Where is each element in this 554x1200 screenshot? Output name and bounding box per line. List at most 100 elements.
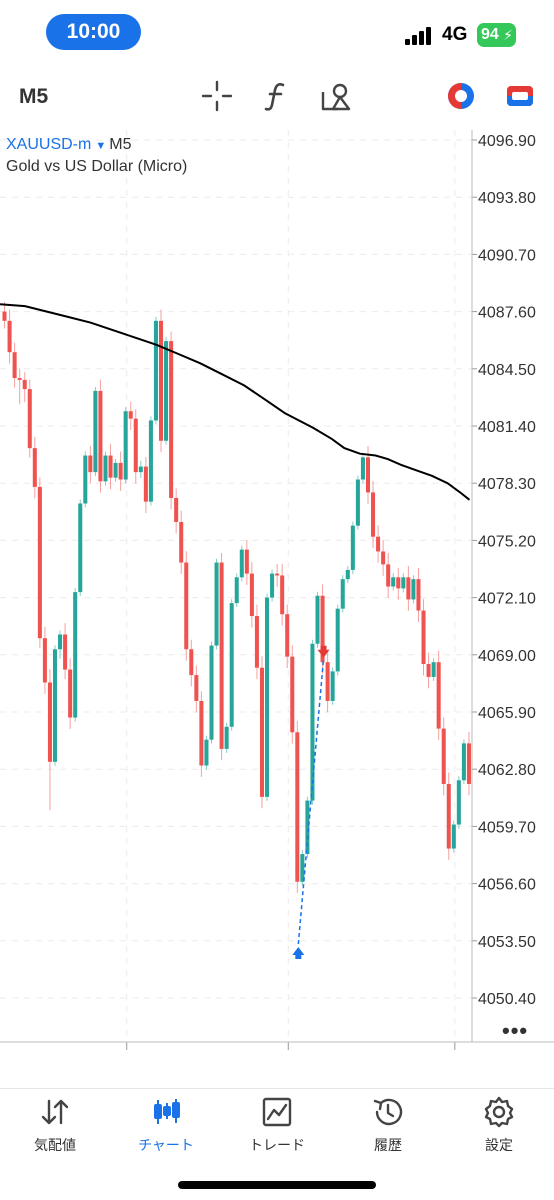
- candle-body: [113, 462, 118, 478]
- candle-body: [426, 664, 431, 677]
- candle-body: [118, 462, 123, 480]
- y-tick-label: 4090.70: [478, 247, 536, 264]
- battery-icon: 94 ⚡: [477, 23, 516, 47]
- nav-item-trade[interactable]: トレード: [222, 1095, 332, 1155]
- candle-body: [436, 662, 441, 729]
- candle-body: [330, 671, 335, 701]
- candle-body: [280, 575, 285, 615]
- candle-body: [37, 486, 42, 639]
- signal-icon: [405, 27, 435, 45]
- candle-body: [169, 341, 174, 498]
- candle-body: [2, 311, 7, 321]
- candle-body: [451, 824, 456, 849]
- nav-label: 設定: [485, 1137, 513, 1153]
- price-chart[interactable]: 4096.90 4093.80 4090.70 4087.60 4084.50 4081.…: [0, 130, 554, 1050]
- y-tick-label: 4078.30: [478, 476, 536, 493]
- sell-arrow-marker: [317, 645, 330, 658]
- battery-level: 94: [481, 26, 499, 43]
- status-bar: 10:00 4G 94 ⚡: [0, 0, 554, 64]
- candle-body: [209, 645, 214, 740]
- candle-body: [7, 320, 12, 353]
- nav-item-chart[interactable]: チャート: [111, 1095, 221, 1155]
- candle-body: [396, 577, 401, 589]
- candle-body: [98, 390, 103, 482]
- timeframe-button[interactable]: M5: [19, 85, 49, 108]
- nav-item-history[interactable]: 履歴: [333, 1095, 443, 1155]
- y-tick-label: 4087.60: [478, 305, 536, 322]
- candle-body: [355, 479, 360, 526]
- candle-body: [204, 739, 209, 766]
- y-tick-label: 4062.80: [478, 762, 536, 779]
- candle-body: [461, 743, 466, 781]
- crosshair-icon[interactable]: [199, 78, 235, 114]
- candle-body: [244, 549, 249, 574]
- moving-average-line: [0, 303, 471, 501]
- more-options-icon[interactable]: •••: [502, 1018, 529, 1043]
- candle-body: [229, 603, 234, 727]
- candle-body: [78, 503, 83, 593]
- chart-canvas[interactable]: 4096.90 4093.80 4090.70 4087.60 4084.50 4081.…: [0, 130, 554, 1050]
- candle-body: [446, 783, 451, 849]
- candle-body: [406, 577, 411, 600]
- candle-body: [214, 562, 219, 646]
- nav-label: 気配値: [34, 1137, 76, 1153]
- y-tick-label: 4065.90: [478, 705, 536, 722]
- symbol-dropdown-icon[interactable]: ▼: [95, 140, 107, 152]
- candle-body: [340, 579, 345, 609]
- trade-icon: [262, 1097, 292, 1127]
- candle-body: [249, 573, 254, 617]
- candle-body: [27, 389, 32, 449]
- candle-body: [371, 492, 376, 537]
- symbol-name[interactable]: XAUUSD-m: [6, 136, 92, 153]
- candle-body: [224, 726, 229, 749]
- candle-body: [381, 551, 386, 565]
- candle-body: [83, 455, 88, 504]
- y-tick-label: 4072.10: [478, 591, 536, 608]
- y-tick-label: 4050.40: [478, 991, 536, 1008]
- symbol-timeframe: M5: [109, 136, 132, 153]
- chart-toolbar: M5: [0, 64, 554, 130]
- candle-body: [184, 562, 189, 650]
- candle-body: [63, 634, 68, 670]
- indicators-icon[interactable]: [259, 78, 295, 114]
- nav-item-settings[interactable]: 設定: [444, 1095, 554, 1155]
- trade-toggle-icon[interactable]: [502, 78, 538, 114]
- candle-body: [320, 595, 325, 663]
- candle-body: [421, 610, 426, 665]
- candle-body: [376, 536, 381, 552]
- nav-item-quotes[interactable]: 気配値: [0, 1095, 110, 1155]
- candle-body: [386, 564, 391, 587]
- candle-body: [189, 649, 194, 676]
- candle-body: [285, 614, 290, 657]
- candle-body: [431, 662, 436, 677]
- y-tick-label: 4059.70: [478, 819, 536, 836]
- candle-body: [265, 597, 270, 797]
- candle-body: [58, 634, 63, 650]
- candle-body: [360, 457, 365, 480]
- candle-body: [158, 320, 164, 441]
- y-tick-label: 4096.90: [478, 133, 536, 150]
- one-click-trading-icon[interactable]: [443, 78, 479, 114]
- buy-arrow-marker: [292, 947, 305, 960]
- candle-body: [254, 616, 259, 668]
- nav-label: トレード: [249, 1137, 305, 1153]
- candle-body: [22, 379, 27, 390]
- candle-body: [259, 667, 264, 797]
- objects-icon[interactable]: [318, 78, 354, 114]
- candle-body: [350, 525, 355, 570]
- candle-body: [73, 592, 78, 718]
- y-tick-label: 4069.00: [478, 648, 536, 665]
- candle-body: [234, 577, 239, 604]
- nav-label: 履歴: [374, 1137, 402, 1153]
- candle-body: [335, 608, 340, 672]
- history-icon: [373, 1098, 403, 1126]
- symbol-header[interactable]: XAUUSD-m ▼ M5: [6, 136, 131, 154]
- chart-icon: [154, 1099, 180, 1124]
- y-tick-label: 4093.80: [478, 190, 536, 207]
- x-tick-label: 17 Nov 18:00: [461, 1048, 554, 1050]
- candle-body: [128, 411, 133, 419]
- candle-body: [133, 418, 138, 473]
- candle-body: [108, 455, 113, 478]
- candle-body: [305, 800, 310, 855]
- candle-body: [239, 549, 244, 578]
